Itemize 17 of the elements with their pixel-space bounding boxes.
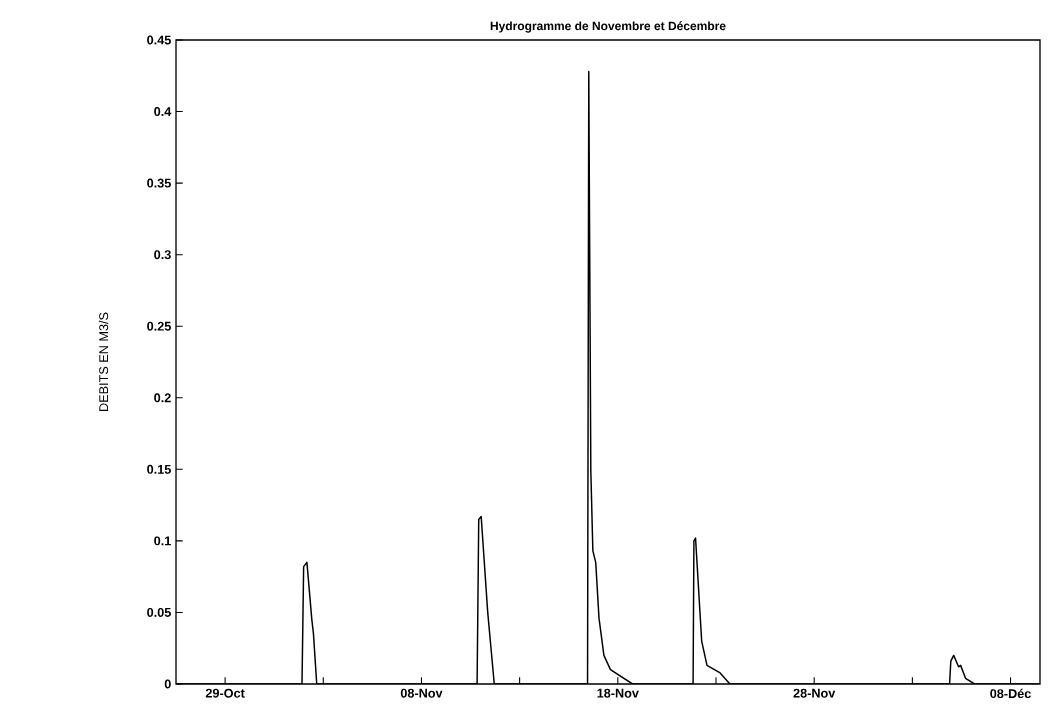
y-tick-label: 0.4 xyxy=(154,107,172,117)
y-tick-label: 0.1 xyxy=(154,536,171,546)
chart-title: Hydrogramme de Novembre et Décembre xyxy=(490,21,726,33)
x-tick-label: 29-Oct xyxy=(205,688,245,698)
y-tick-label: 0 xyxy=(164,679,171,689)
x-tick-label: 28-Nov xyxy=(793,688,836,698)
y-tick-label: 0.2 xyxy=(154,393,171,403)
x-tick-label: 08-Nov xyxy=(400,688,443,698)
y-axis-title: DEBITS EN M3/S xyxy=(98,312,109,411)
x-tick-label: 08-Déc xyxy=(990,688,1031,699)
y-tick-label: 0.35 xyxy=(147,178,171,188)
x-tick-label: 18-Nov xyxy=(597,688,639,698)
y-tick-label: 0.25 xyxy=(147,321,171,331)
y-tick-label: 0.45 xyxy=(147,35,171,45)
y-tick-label: 0.15 xyxy=(147,464,171,474)
y-tick-label: 0.3 xyxy=(154,250,171,260)
y-tick-label: 0.05 xyxy=(147,607,171,617)
